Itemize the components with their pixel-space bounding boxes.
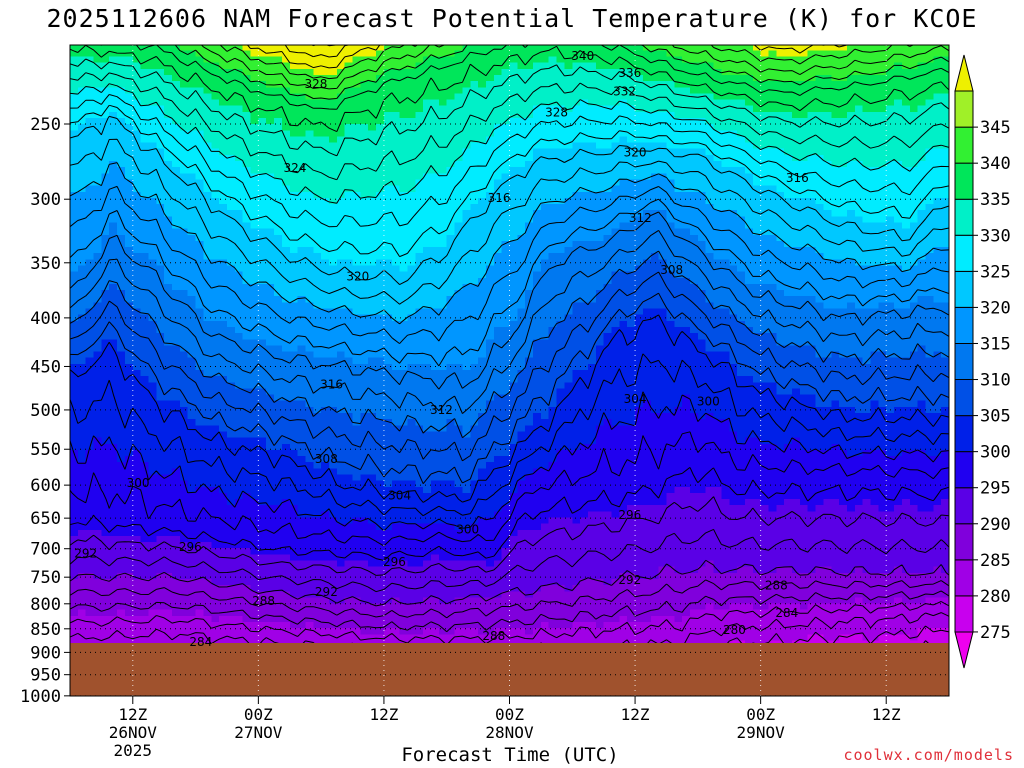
contour-label: 312 [629,211,652,225]
contour-label: 308 [660,263,683,277]
x-tick-label: 29NOV [737,723,786,742]
x-tick-label: 27NOV [234,723,283,742]
y-tick-label: 650 [30,509,61,529]
colorbar-swatch [955,343,973,379]
colorbar-swatch [955,380,973,416]
contour-label: 288 [765,578,788,592]
y-tick-label: 700 [30,540,61,560]
contour-label: 316 [786,171,809,185]
colorbar-label: 315 [980,334,1011,354]
colorbar-swatch [955,235,973,271]
y-axis: 250 300 350 400 450 500 550 600 650 700 750 800 850 9… [20,115,70,707]
colorbar-label: 275 [980,623,1011,643]
colorbar-swatch [955,452,973,488]
contour-label: 304 [388,488,411,502]
x-tick-label: 12Z [118,705,147,724]
contour-label: 296 [383,555,406,569]
y-tick-label: 600 [30,476,61,496]
colorbar-swatch [955,416,973,452]
y-tick-label: 400 [30,309,61,329]
contour-label: 284 [189,635,212,649]
contour-label: 320 [624,146,647,160]
colorbar-label: 320 [980,298,1011,318]
x-tick-label: 2025 [114,741,153,760]
colorbar-swatch [955,524,973,560]
contour-label: 292 [315,585,338,599]
contour-label: 296 [179,540,202,554]
x-tick-label: 00Z [495,705,524,724]
contour-label: 300 [127,476,150,490]
contour-label: 328 [545,105,568,119]
colorbar-label: 335 [980,190,1011,210]
colorbar-label: 285 [980,551,1011,571]
y-tick-label: 900 [30,643,61,663]
colorbar-label: 305 [980,407,1011,427]
colorbar-label: 345 [980,118,1011,138]
contour-label: 300 [697,395,720,409]
contour-label: 292 [618,573,641,587]
y-tick-label: 850 [30,620,61,640]
contour-label: 336 [618,66,641,80]
credit-link[interactable]: coolwx.com/models [843,746,1014,764]
contour-label: 288 [482,629,505,643]
colorbar-swatch [955,560,973,596]
contour-label: 308 [315,452,338,466]
colorbar-label: 280 [980,587,1011,607]
contour-label: 296 [618,508,641,522]
contour-label: 288 [252,594,275,608]
x-tick-label: 12Z [872,705,901,724]
colorbar-label: 290 [980,515,1011,535]
y-tick-label: 450 [30,357,61,377]
x-tick-label: 12Z [369,705,398,724]
y-tick-label: 500 [30,401,61,421]
y-tick-label: 1000 [20,687,61,707]
y-tick-label: 300 [30,190,61,210]
colorbar-swatch [955,163,973,199]
y-tick-label: 950 [30,666,61,686]
colorbar-label: 310 [980,371,1011,391]
y-tick-label: 250 [30,115,61,135]
colorbar-label: 330 [980,226,1011,246]
contour-label: 328 [304,77,327,91]
contour-label: 280 [723,623,746,637]
x-tick-label: 00Z [746,705,775,724]
contour-label: 312 [430,403,453,417]
colorbar-label: 340 [980,154,1011,174]
y-tick-label: 550 [30,440,61,460]
colorbar-swatch [955,55,973,91]
colorbar-swatch [955,91,973,127]
colorbar-swatch [955,632,973,668]
colorbar-label: 325 [980,262,1011,282]
contour-label: 316 [320,377,343,391]
colorbar-label: 300 [980,443,1011,463]
y-tick-label: 350 [30,254,61,274]
y-tick-label: 800 [30,595,61,615]
contour-label: 284 [775,606,798,620]
colorbar-swatch [955,271,973,307]
contour-label: 304 [624,392,647,406]
x-tick-label: 00Z [244,705,273,724]
colorbar-swatch [955,488,973,524]
colorbar: 275 280 285 290 295 300 305 310 315 320 325 330 335 3… [955,55,1011,668]
x-tick-label: 28NOV [485,723,534,742]
contour-label: 292 [74,546,97,560]
contour-label: 316 [488,191,511,205]
contour-label: 300 [456,522,479,536]
x-tick-label: 12Z [621,705,650,724]
colorbar-swatch [955,127,973,163]
y-tick-label: 750 [30,568,61,588]
colorbar-swatch [955,307,973,343]
colorbar-swatch [955,596,973,632]
contour-label: 320 [346,270,369,284]
contour-label: 332 [613,84,636,98]
contour-label: 324 [284,161,307,175]
x-axis-label: Forecast Time (UTC) [300,744,720,766]
contour-label: 340 [571,49,594,63]
x-tick-label: 26NOV [109,723,158,742]
colorbar-swatch [955,199,973,235]
colorbar-label: 295 [980,479,1011,499]
